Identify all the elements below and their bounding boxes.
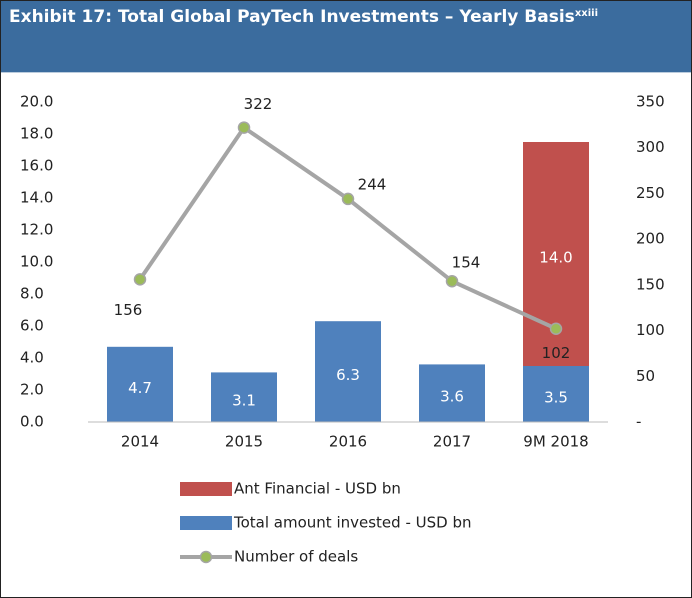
y-tick-label: 6.0: [20, 317, 44, 335]
y-tick-label: 0.0: [20, 413, 44, 431]
line-value-label: 244: [358, 175, 387, 193]
bar: [523, 366, 589, 422]
x-tick-label: 2016: [329, 433, 367, 451]
y2-tick-label: 50: [636, 367, 655, 385]
line-value-label: 154: [452, 254, 481, 272]
x-tick-label: 9M 2018: [523, 433, 588, 451]
legend-swatch: [180, 516, 232, 530]
legend-marker: [199, 550, 213, 564]
y-tick-label: 10.0: [20, 253, 53, 271]
bar: [107, 346, 173, 422]
title-note: xxiii: [574, 8, 598, 19]
line-marker: [133, 273, 147, 286]
legend-label: Number of deals: [234, 548, 358, 566]
chart-title: Exhibit 17: Total Global PayTech Investm…: [9, 7, 575, 27]
bar-value-label: 3.5: [544, 389, 568, 407]
y-tick-label: 14.0: [20, 189, 53, 207]
y2-tick-label: 300: [636, 138, 665, 156]
bar-value-label: 4.7: [128, 379, 152, 397]
bar-value-label: 3.6: [440, 388, 464, 406]
bar: [419, 364, 485, 422]
legend-swatch: [180, 482, 232, 496]
bar: [211, 372, 277, 422]
line: [138, 124, 557, 331]
line-marker: [445, 274, 459, 288]
line-value-label: 156: [114, 301, 143, 319]
y-tick-label: 12.0: [20, 221, 53, 239]
y2-tick-label: -: [636, 413, 641, 431]
x-tick-label: 2017: [433, 433, 471, 451]
line-marker: [341, 192, 355, 206]
y-tick-label: 2.0: [20, 381, 44, 399]
x-tick-label: 2014: [121, 433, 159, 451]
y-tick-label: 16.0: [20, 157, 53, 175]
y2-tick-label: 200: [636, 230, 665, 248]
bar-value-label: 14.0: [539, 249, 572, 267]
y-tick-label: 8.0: [20, 285, 44, 303]
y2-tick-label: 350: [636, 93, 665, 111]
y-tick-label: 18.0: [20, 125, 53, 143]
y2-tick-label: 250: [636, 184, 665, 202]
y-tick-label: 4.0: [20, 349, 44, 367]
line-value-label: 322: [244, 95, 273, 113]
bar-value-label: 3.1: [232, 392, 256, 410]
legend-label: Ant Financial - USD bn: [234, 480, 401, 498]
bar-value-label: 6.3: [336, 366, 360, 384]
y2-tick-label: 100: [636, 321, 665, 339]
bar: [315, 321, 381, 422]
y2-tick-label: 150: [636, 275, 665, 293]
line-value-label: 102: [542, 344, 571, 362]
line-marker: [549, 322, 563, 335]
y-tick-label: 20.0: [20, 93, 53, 111]
header: Exhibit 17: Total Global PayTech Investm…: [1, 1, 691, 73]
x-tick-label: 2015: [225, 433, 263, 451]
line-marker: [237, 121, 251, 134]
legend-label: Total amount invested - USD bn: [233, 514, 471, 532]
